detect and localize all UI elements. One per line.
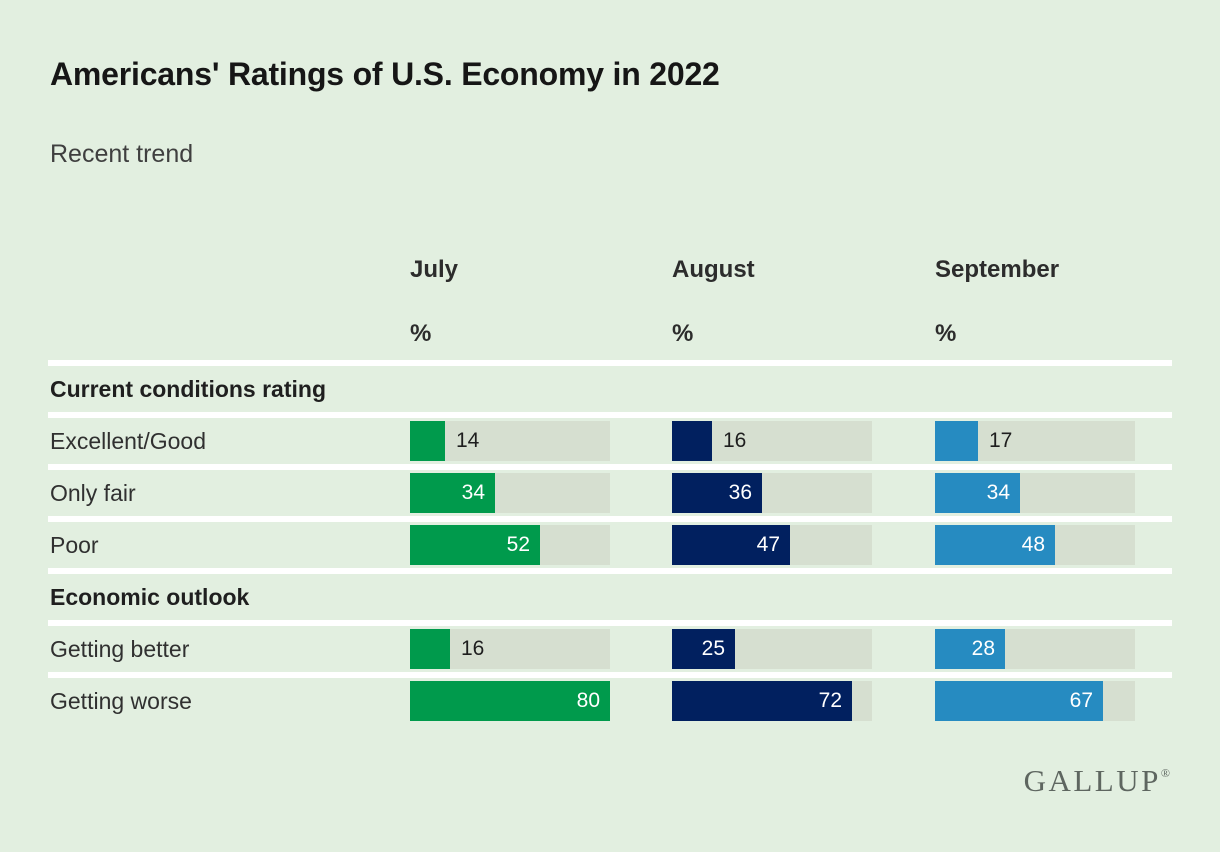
- percent-sign-september: %: [935, 320, 957, 347]
- bar-august: [672, 525, 790, 565]
- bar-track-august: 36: [672, 473, 872, 513]
- bar-value-july: 14: [456, 429, 480, 452]
- chart-title: Americans' Ratings of U.S. Economy in 20…: [50, 56, 720, 92]
- bar-value-august: 16: [723, 429, 747, 452]
- section-header-label: Current conditions rating: [50, 376, 326, 402]
- bar-september: [935, 681, 1103, 721]
- bar-value-august: 47: [756, 533, 780, 556]
- trend-table: Current conditions rating Excellent/Good 1…: [48, 360, 1172, 724]
- bar-track-july: 52: [410, 525, 610, 565]
- bar-july: [410, 525, 540, 565]
- bar-value-july: 16: [461, 637, 485, 660]
- bar-value-august: 72: [818, 689, 842, 712]
- bar-track-july: 80: [410, 681, 610, 721]
- column-header-august: August: [672, 256, 755, 283]
- bar-track-august: 16: [672, 421, 872, 461]
- bar-august: [672, 629, 735, 669]
- bar-value-september: 28: [971, 637, 995, 660]
- bar-value-september: 67: [1069, 689, 1093, 712]
- bar-value-august: 25: [701, 637, 725, 660]
- table-row: Only fair 34 36 34: [48, 464, 1172, 516]
- bar-value-july: 34: [461, 481, 485, 504]
- bar-august: [672, 473, 762, 513]
- bar-value-september: 34: [986, 481, 1010, 504]
- bar-july: [410, 473, 495, 513]
- bar-track-july: 16: [410, 629, 610, 669]
- bar-track-september: 17: [935, 421, 1135, 461]
- bar-july: [410, 681, 610, 721]
- row-label: Getting better: [50, 636, 190, 662]
- registered-mark: ®: [1160, 766, 1170, 780]
- bar-value-july: 80: [576, 689, 600, 712]
- bar-value-august: 36: [728, 481, 752, 504]
- gallup-logo-text: GALLUP: [1023, 763, 1161, 798]
- bar-track-september: 67: [935, 681, 1135, 721]
- section-header-row: Current conditions rating: [48, 360, 1172, 412]
- bar-september: [935, 525, 1055, 565]
- bar-track-july: 34: [410, 473, 610, 513]
- section-header-row: Economic outlook: [48, 568, 1172, 620]
- row-label: Getting worse: [50, 688, 192, 714]
- percent-sign-july: %: [410, 320, 432, 347]
- bar-value-september: 17: [989, 429, 1013, 452]
- column-headers: July% August% September%: [48, 256, 1172, 366]
- column-header-july: July: [410, 256, 459, 283]
- percent-sign-august: %: [672, 320, 694, 347]
- bar-september: [935, 629, 1005, 669]
- table-row: Getting better 16 25 28: [48, 620, 1172, 672]
- section-header-label: Economic outlook: [50, 584, 250, 610]
- bar-august: [672, 421, 712, 461]
- gallup-logo: GALLUP®: [1024, 763, 1170, 799]
- bar-track-september: 48: [935, 525, 1135, 565]
- bar-july: [410, 421, 445, 461]
- bar-september: [935, 421, 978, 461]
- table-row: Getting worse 80 72 67: [48, 672, 1172, 724]
- table-row: Poor 52 47 48: [48, 516, 1172, 568]
- bar-september: [935, 473, 1020, 513]
- bar-track-september: 28: [935, 629, 1135, 669]
- bar-track-august: 72: [672, 681, 872, 721]
- bar-track-july: 14: [410, 421, 610, 461]
- bar-value-september: 48: [1021, 533, 1045, 556]
- bar-july: [410, 629, 450, 669]
- chart-subtitle: Recent trend: [50, 140, 194, 168]
- bar-track-september: 34: [935, 473, 1135, 513]
- row-label: Poor: [50, 532, 99, 558]
- row-label: Only fair: [50, 480, 136, 506]
- bar-track-august: 25: [672, 629, 872, 669]
- column-header-september: September: [935, 256, 1060, 283]
- table-row: Excellent/Good 14 16 17: [48, 412, 1172, 464]
- row-label: Excellent/Good: [50, 428, 206, 454]
- bar-august: [672, 681, 852, 721]
- bar-track-august: 47: [672, 525, 872, 565]
- bar-value-july: 52: [506, 533, 530, 556]
